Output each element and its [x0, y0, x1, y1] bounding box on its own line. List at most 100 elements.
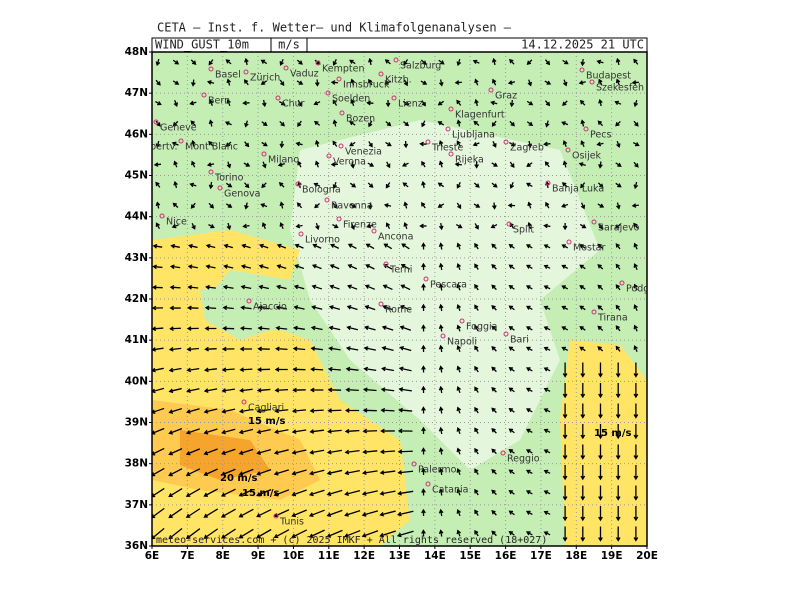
wind-arrow — [525, 387, 533, 393]
wind-arrow — [208, 140, 214, 147]
lon-label: 19E — [601, 550, 623, 562]
wind-arrow — [543, 449, 551, 454]
city-label: Klagenfurt — [455, 110, 505, 121]
wind-arrow — [633, 58, 639, 65]
wind-arrow — [332, 181, 338, 190]
wind-arrow — [345, 387, 359, 393]
wind-arrow — [314, 203, 320, 209]
wind-arrow — [203, 388, 218, 393]
wind-arrow — [346, 305, 358, 311]
wind-arrow — [275, 305, 287, 310]
wind-arrow — [491, 325, 497, 332]
wind-arrow — [349, 59, 356, 65]
city-dot — [503, 139, 509, 145]
wind-arrow — [294, 264, 305, 270]
wind-arrow — [438, 365, 444, 373]
wind-arrow — [561, 203, 569, 208]
wind-arrow — [278, 100, 286, 106]
wind-arrow — [579, 305, 586, 311]
wind-arrow — [580, 182, 586, 189]
wind-arrow — [562, 362, 568, 378]
wind-arrow — [171, 223, 179, 229]
wind-arrow — [598, 98, 603, 107]
wind-arrow — [456, 182, 461, 189]
wind-arrow — [262, 161, 267, 169]
wind-arrow — [633, 120, 639, 127]
lon-label: 16E — [495, 550, 517, 562]
wind-arrow — [152, 243, 163, 249]
wind-arrow — [438, 488, 444, 496]
wind-arrow — [562, 526, 568, 542]
wind-arrow — [274, 408, 289, 414]
wind-arrow — [328, 325, 341, 331]
wind-arrow — [208, 223, 215, 229]
wind-arrow — [366, 223, 374, 229]
wind-arrow — [309, 408, 324, 414]
wind-arrow — [597, 264, 604, 270]
wind-arrow — [421, 201, 426, 209]
wind-arrow — [525, 346, 533, 352]
lon-label: 18E — [565, 550, 587, 562]
wind-arrow — [615, 424, 621, 440]
wind-arrow — [508, 408, 515, 413]
city-dot — [391, 95, 397, 101]
wind-arrow — [185, 448, 201, 456]
city-label: Vaduz — [290, 69, 319, 80]
wind-arrow — [527, 140, 533, 149]
city-label: Soelden — [332, 94, 370, 105]
wind-arrow — [332, 223, 339, 229]
wind-arrow — [580, 403, 586, 419]
city-label: Genova — [224, 189, 260, 200]
wind-arrow — [260, 80, 268, 85]
wind-arrow — [438, 467, 444, 476]
gust-band-15 — [560, 340, 647, 546]
lon-label: 11E — [318, 550, 340, 562]
city-dot — [336, 216, 342, 222]
city-label: Tirana — [597, 313, 628, 324]
wind-arrow — [155, 100, 162, 106]
wind-arrow — [386, 161, 391, 169]
city-dot — [566, 239, 572, 245]
wind-arrow — [239, 388, 253, 393]
wind-arrow — [525, 285, 533, 290]
wind-arrow — [381, 325, 394, 331]
wind-arrow — [226, 99, 231, 107]
city-label: Trieste — [431, 143, 463, 154]
wind-arrow — [225, 182, 233, 188]
wind-arrow — [403, 121, 410, 127]
city-dot — [579, 67, 585, 73]
wind-arrow — [438, 222, 444, 231]
wind-arrow — [403, 140, 409, 149]
wind-arrow — [527, 201, 532, 209]
footer: meteo-services.com + (c) 2025 IMKF + All… — [156, 535, 547, 546]
wind-arrow — [309, 429, 325, 434]
wind-arrow — [526, 100, 534, 106]
wind-arrow — [364, 304, 376, 311]
wind-arrow — [344, 470, 360, 476]
wind-arrow — [615, 304, 621, 311]
wind-arrow — [291, 489, 307, 497]
wind-arrow — [381, 366, 394, 372]
wind-arrow — [615, 284, 621, 291]
city-dot — [201, 92, 207, 98]
wind-arrow — [508, 469, 515, 475]
wind-arrow — [525, 326, 533, 331]
wind-arrow — [203, 528, 219, 539]
wind-arrow — [438, 79, 444, 87]
wind-arrow — [509, 161, 515, 168]
city-dot — [324, 197, 330, 203]
wind-arrow — [240, 264, 252, 269]
wind-arrow — [598, 465, 603, 481]
wind-arrow — [615, 526, 621, 542]
wind-arrow — [239, 367, 253, 373]
wind-arrow — [526, 121, 534, 126]
city-dot — [208, 169, 214, 175]
wind-arrow — [399, 304, 411, 311]
wind-arrow — [349, 203, 357, 208]
wind-arrow — [474, 161, 479, 169]
wind-arrow — [598, 485, 603, 501]
wind-arrow — [206, 80, 215, 85]
city-dot — [208, 66, 214, 72]
wind-arrow — [261, 182, 267, 189]
wind-arrow — [295, 141, 303, 147]
